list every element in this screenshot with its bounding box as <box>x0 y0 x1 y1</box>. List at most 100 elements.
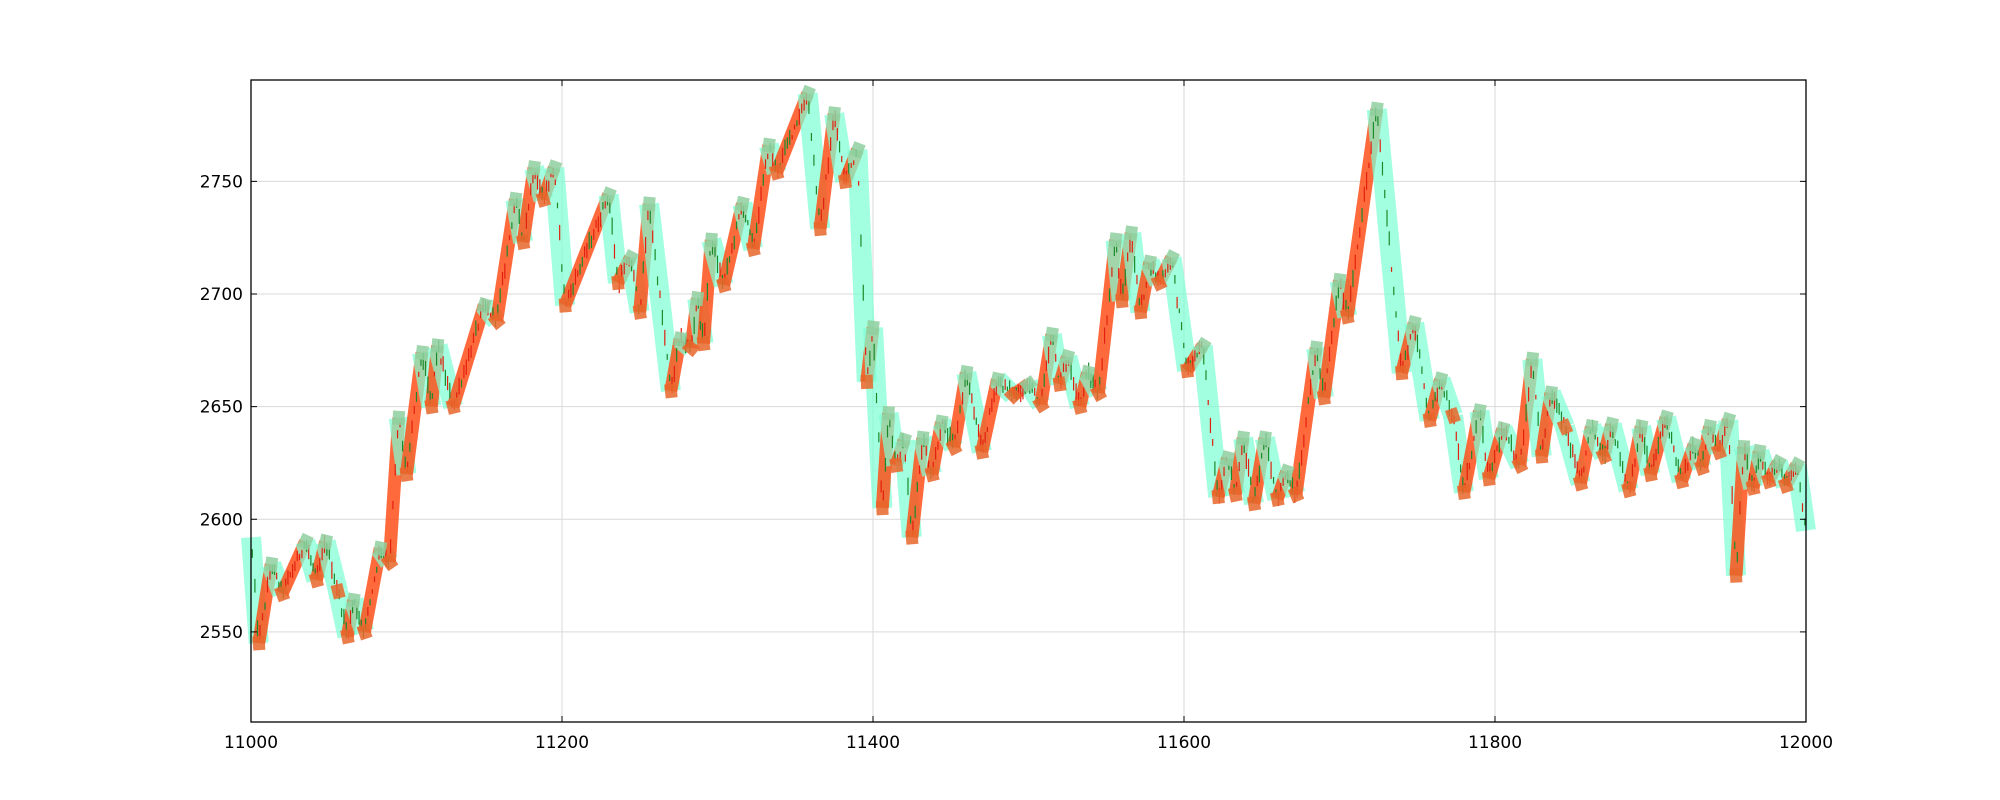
swing-low-marker <box>1072 398 1088 415</box>
swing-high-marker <box>1788 456 1806 475</box>
swing-low-marker <box>1032 395 1050 414</box>
down-swing-leg <box>1161 256 1198 372</box>
swing-high-marker <box>1044 326 1059 343</box>
swing-high-marker <box>1236 430 1250 446</box>
swing-high-marker <box>704 232 718 248</box>
x-tick-label: 11000 <box>224 733 278 753</box>
swing-low-marker <box>1316 389 1331 406</box>
swing-low-marker <box>308 571 325 589</box>
swing-low-marker <box>1572 474 1589 492</box>
swing-high-marker <box>392 410 406 426</box>
swing-high-marker <box>673 331 688 348</box>
y-tick-label: 2600 <box>200 510 243 530</box>
swing-high-marker <box>1604 416 1620 433</box>
swing-low-marker <box>487 311 506 331</box>
swing-high-marker <box>642 196 656 212</box>
swing-high-marker <box>959 364 974 381</box>
swing-low-marker <box>380 552 399 572</box>
swing-high-marker <box>1369 101 1384 118</box>
swing-low-marker <box>1643 466 1658 483</box>
swing-high-marker <box>799 84 816 103</box>
x-tick-label: 11600 <box>1157 733 1211 753</box>
swing-low-marker <box>696 335 711 352</box>
swing-low-marker <box>274 584 291 603</box>
swing-high-marker <box>916 430 930 446</box>
swing-low-marker <box>1481 470 1496 487</box>
swing-low-marker <box>1595 447 1613 466</box>
candlesticks <box>251 93 1806 640</box>
y-tick-label: 2550 <box>200 623 243 643</box>
swing-low-marker <box>340 628 355 645</box>
swing-high-marker <box>1720 411 1737 429</box>
swing-low-marker <box>1621 481 1637 499</box>
swing-high-marker <box>1406 315 1422 332</box>
swing-low-marker <box>1729 568 1743 583</box>
swing-low-marker <box>558 297 572 313</box>
swing-low-marker <box>611 275 625 291</box>
swing-low-marker <box>1211 489 1225 505</box>
x-tick-label: 12000 <box>1779 733 1833 753</box>
swing-high-marker <box>1080 364 1096 381</box>
swing-low-marker <box>813 221 827 237</box>
swing-high-marker <box>1472 403 1487 420</box>
x-tick-label: 11800 <box>1468 733 1522 753</box>
swing-low-marker <box>632 304 647 320</box>
swing-high-marker <box>1658 409 1674 427</box>
swing-high-marker <box>882 405 895 421</box>
swing-high-marker <box>1686 436 1702 454</box>
swing-low-marker <box>1511 456 1529 475</box>
swing-low-marker <box>1395 365 1409 381</box>
swing-low-marker <box>1556 418 1574 436</box>
swing-high-marker <box>318 533 334 550</box>
swing-low-marker <box>875 500 889 516</box>
swing-high-marker <box>934 414 949 431</box>
swing-low-marker <box>860 374 874 390</box>
swing-high-marker <box>990 371 1005 388</box>
swing-low-marker <box>837 173 853 190</box>
swing-low-marker <box>1674 472 1690 490</box>
swing-low-marker <box>945 438 963 457</box>
y-tick-label: 2650 <box>200 398 243 418</box>
swing-low-marker <box>356 623 373 641</box>
swing-high-marker <box>1257 430 1272 447</box>
swing-low-marker <box>1534 448 1549 464</box>
swing-high-marker <box>264 556 279 573</box>
swing-low-marker <box>1052 376 1067 392</box>
swing-low-marker <box>1180 362 1195 379</box>
swing-low-marker <box>424 398 439 415</box>
x-tick-label: 11400 <box>846 733 900 753</box>
swing-high-marker <box>1544 385 1558 401</box>
swing-high-marker <box>1737 439 1751 455</box>
swing-high-marker <box>527 160 541 176</box>
swing-low-marker <box>1150 273 1168 292</box>
y-tick-label: 2700 <box>200 285 243 305</box>
swing-high-marker <box>1142 254 1157 271</box>
swing-low-marker <box>1003 386 1023 405</box>
swing-low-marker <box>515 234 531 251</box>
swing-high-marker <box>849 141 866 159</box>
swing-low-marker <box>1760 472 1777 490</box>
swing-low-marker <box>330 583 346 600</box>
swing-high-marker <box>1193 336 1212 355</box>
swing-high-marker <box>1702 418 1717 435</box>
swing-high-marker <box>346 592 361 609</box>
swing-low-marker <box>1339 308 1355 325</box>
swing-low-marker <box>1777 476 1794 495</box>
swing-low-marker <box>745 240 761 258</box>
swing-high-marker <box>1584 418 1599 435</box>
swing-low-marker <box>445 398 461 415</box>
swing-legs <box>241 91 1816 645</box>
swing-high-marker <box>1019 375 1038 394</box>
swing-high-marker <box>621 249 639 267</box>
swing-high-marker <box>1163 249 1181 267</box>
swing-low-marker <box>889 457 904 474</box>
swing-high-marker <box>415 344 429 361</box>
swing-high-marker <box>508 191 523 208</box>
swing-high-marker <box>546 159 563 177</box>
swing-high-marker <box>1432 371 1449 388</box>
axes-frame <box>250 79 1807 723</box>
swing-low-marker <box>1246 495 1262 512</box>
swing-high-marker <box>734 195 750 213</box>
swing-low-marker <box>1745 479 1761 496</box>
